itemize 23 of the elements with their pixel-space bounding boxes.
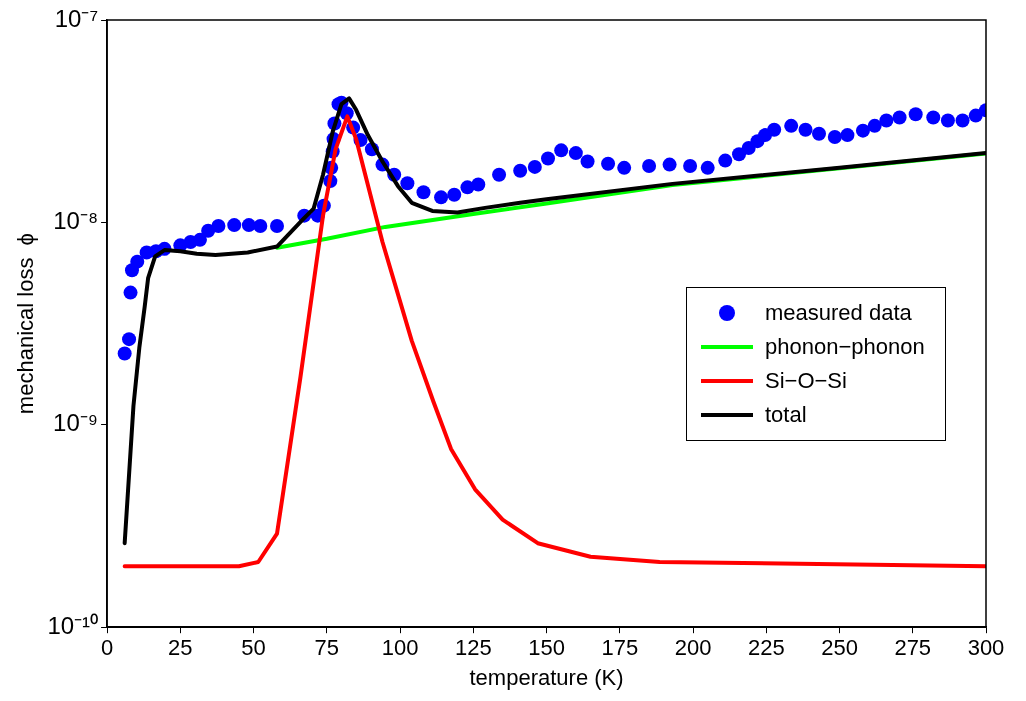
y-axis-title: mechanical loss ϕ — [13, 233, 39, 415]
x-tick-label: 25 — [168, 635, 193, 661]
legend-label: total — [765, 401, 807, 428]
x-tick-label: 200 — [674, 635, 712, 661]
x-tick-label: 75 — [314, 635, 340, 661]
x-tick-label: 50 — [241, 635, 266, 661]
y-tick-label: 10⁻¹⁰ — [47, 611, 99, 639]
x-axis-title: temperature (K) — [469, 664, 624, 690]
x-tick-label: 175 — [601, 635, 639, 661]
legend-label: phonon−phonon — [765, 333, 925, 360]
legend-label: Si−O−Si — [765, 367, 847, 394]
x-tick-label: 150 — [528, 635, 565, 661]
y-tick-label: 10⁻⁸ — [53, 207, 99, 235]
x-tick-label: 125 — [454, 635, 492, 661]
x-tick-label: 0 — [100, 635, 114, 661]
y-tick-label: 10⁻⁹ — [53, 409, 99, 437]
x-tick-label: 300 — [967, 635, 1005, 661]
x-tick-label: 100 — [381, 635, 419, 661]
x-tick-label: 225 — [747, 635, 785, 661]
x-tick-label: 250 — [821, 635, 858, 661]
y-tick-label: 10⁻⁷ — [54, 4, 99, 32]
legend-label: measured data — [765, 299, 912, 326]
x-tick-label: 275 — [894, 635, 932, 661]
